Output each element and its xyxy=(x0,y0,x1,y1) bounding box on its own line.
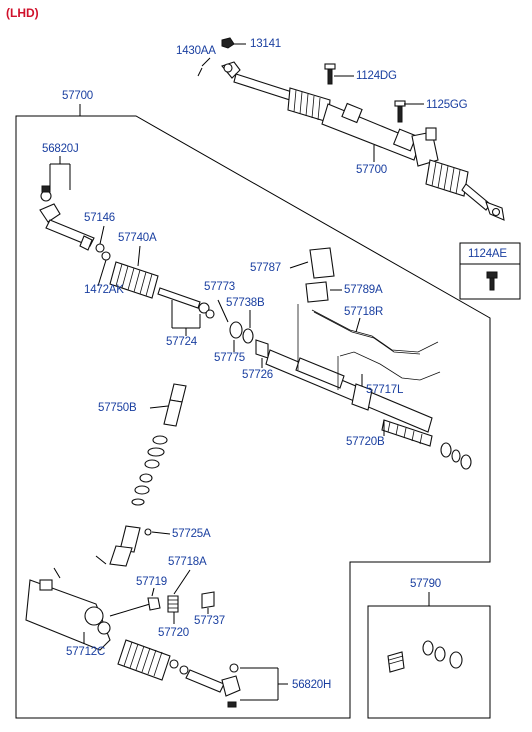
pinion-valve-drawing xyxy=(109,383,187,567)
label-57750b: 57750B xyxy=(98,402,137,414)
kit-box-frame xyxy=(367,605,491,719)
label-1125gg: 1125GG xyxy=(426,99,468,111)
label-57726: 57726 xyxy=(242,369,273,381)
label-57720: 57720 xyxy=(158,627,189,639)
label-57718r: 57718R xyxy=(344,306,384,318)
lower-bellows-drawing xyxy=(117,639,288,708)
label-57718a: 57718A xyxy=(168,556,207,568)
seal-kit-drawing xyxy=(387,640,463,673)
label-57740a: 57740A xyxy=(118,232,157,244)
feed-line-left xyxy=(339,351,441,381)
label-57738b: 57738B xyxy=(226,297,265,309)
bolt-box-frame xyxy=(459,242,521,300)
clamp-drawing xyxy=(289,247,342,303)
label-57700-frame: 57700 xyxy=(62,90,93,102)
label-1472ak: 1472AK xyxy=(84,284,124,296)
label-13141: 13141 xyxy=(250,38,281,50)
label-56820h: 56820H xyxy=(292,679,332,691)
inner-tie-rod-drawing xyxy=(157,287,215,336)
label-57724: 57724 xyxy=(166,336,197,348)
feed-line-right xyxy=(311,309,439,353)
label-57146: 57146 xyxy=(84,212,115,224)
label-57775: 57775 xyxy=(214,352,245,364)
label-57700-assembly: 57700 xyxy=(356,164,387,176)
main-assembly-frame xyxy=(15,115,491,719)
variant-label: (LHD) xyxy=(6,6,39,20)
rack-housing-57720b-drawing xyxy=(265,349,472,470)
label-57773: 57773 xyxy=(204,281,235,293)
label-57719: 57719 xyxy=(136,576,167,588)
feed-line-right-2 xyxy=(313,311,421,355)
tie-rod-end-left-drawing xyxy=(39,156,95,251)
label-1430aa: 1430AA xyxy=(176,45,216,57)
label-56820j: 56820J xyxy=(42,143,79,155)
label-57717l: 57717L xyxy=(366,384,404,396)
lower-housing-57712c-drawing xyxy=(25,555,151,651)
top-assembly-drawing xyxy=(197,37,505,221)
label-57737: 57737 xyxy=(194,615,225,627)
label-57787: 57787 xyxy=(250,262,281,274)
label-57720b: 57720B xyxy=(346,436,385,448)
label-57790: 57790 xyxy=(410,578,441,590)
label-57712c: 57712C xyxy=(66,646,106,658)
label-1124ae: 1124AE xyxy=(468,248,507,260)
bolt-1124ae-drawing xyxy=(486,271,498,291)
label-1124dg: 1124DG xyxy=(356,70,397,82)
bellows-57740a-drawing xyxy=(109,245,159,299)
label-57725a: 57725A xyxy=(172,528,211,540)
label-57789a: 57789A xyxy=(344,284,383,296)
